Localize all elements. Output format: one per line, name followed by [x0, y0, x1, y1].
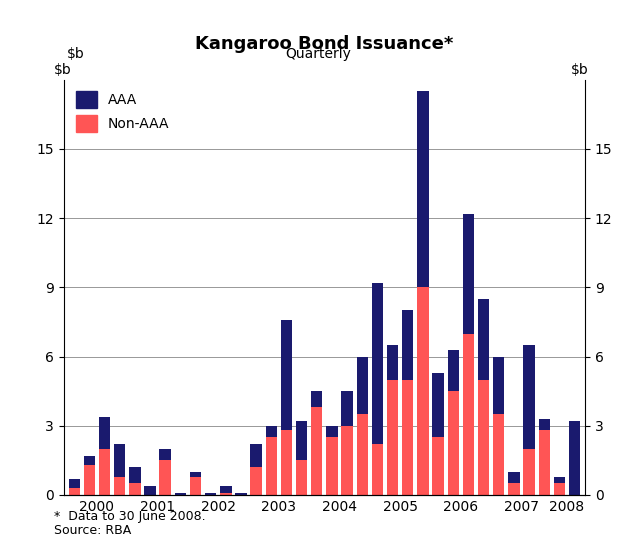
- Bar: [463, 213, 474, 333]
- Bar: [114, 476, 125, 495]
- Bar: [448, 350, 459, 391]
- Bar: [99, 449, 110, 495]
- Bar: [160, 449, 171, 460]
- Bar: [129, 468, 141, 483]
- Text: *  Data to 30 June 2008.: * Data to 30 June 2008.: [54, 510, 205, 522]
- Bar: [99, 416, 110, 449]
- Bar: [311, 408, 322, 495]
- Bar: [266, 426, 277, 437]
- Bar: [417, 91, 429, 287]
- Bar: [357, 356, 368, 414]
- Bar: [371, 283, 383, 444]
- Bar: [144, 486, 156, 495]
- Bar: [251, 468, 262, 495]
- Bar: [387, 345, 398, 380]
- Text: $b: $b: [67, 47, 85, 61]
- Bar: [554, 483, 565, 495]
- Bar: [160, 460, 171, 495]
- Text: $b: $b: [570, 63, 588, 77]
- Bar: [402, 310, 413, 380]
- Bar: [190, 472, 201, 476]
- Bar: [539, 431, 550, 495]
- Bar: [448, 391, 459, 495]
- Bar: [129, 483, 141, 495]
- Bar: [296, 460, 307, 495]
- Bar: [220, 493, 232, 495]
- Legend: AAA, Non-AAA: AAA, Non-AAA: [76, 91, 169, 131]
- Bar: [478, 379, 489, 495]
- Bar: [69, 479, 80, 488]
- Bar: [220, 486, 232, 493]
- Bar: [357, 414, 368, 495]
- Bar: [493, 356, 504, 414]
- Bar: [417, 287, 429, 495]
- Text: Source: RBA: Source: RBA: [54, 524, 131, 536]
- Bar: [235, 493, 247, 495]
- Bar: [266, 437, 277, 495]
- Bar: [523, 345, 535, 449]
- Bar: [387, 379, 398, 495]
- Bar: [432, 437, 444, 495]
- Bar: [311, 391, 322, 408]
- Bar: [342, 426, 353, 495]
- Bar: [402, 379, 413, 495]
- Bar: [84, 465, 95, 495]
- Bar: [508, 472, 520, 483]
- Bar: [539, 419, 550, 431]
- Bar: [251, 444, 262, 468]
- Bar: [175, 493, 186, 495]
- Bar: [326, 426, 338, 437]
- Bar: [508, 483, 520, 495]
- Text: Quarterly: Quarterly: [285, 47, 351, 60]
- Bar: [205, 493, 216, 495]
- Bar: [478, 299, 489, 380]
- Text: $b: $b: [54, 63, 72, 77]
- Bar: [280, 320, 292, 431]
- Title: Kangaroo Bond Issuance*: Kangaroo Bond Issuance*: [195, 35, 453, 53]
- Bar: [114, 444, 125, 476]
- Bar: [493, 414, 504, 495]
- Bar: [569, 421, 580, 495]
- Bar: [326, 437, 338, 495]
- Bar: [554, 476, 565, 483]
- Bar: [280, 431, 292, 495]
- Bar: [84, 456, 95, 465]
- Bar: [371, 444, 383, 495]
- Bar: [190, 476, 201, 495]
- Bar: [69, 488, 80, 495]
- Bar: [296, 421, 307, 460]
- Bar: [342, 391, 353, 426]
- Bar: [523, 449, 535, 495]
- Bar: [463, 333, 474, 495]
- Bar: [432, 373, 444, 437]
